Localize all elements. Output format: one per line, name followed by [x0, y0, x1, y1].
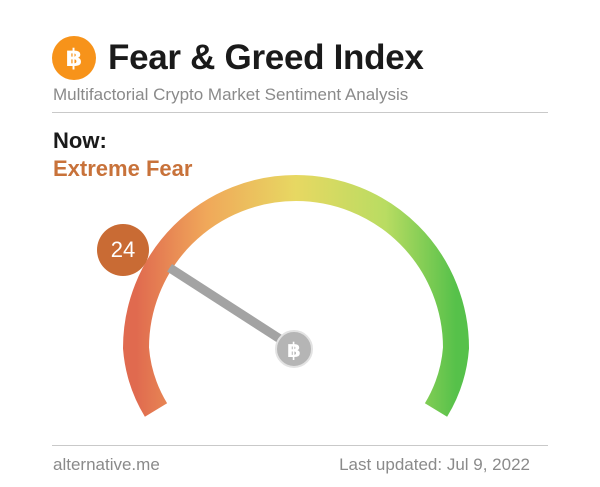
bitcoin-icon: ฿	[287, 338, 301, 362]
gauge-arc	[122, 175, 470, 417]
now-label: Now:	[53, 128, 107, 153]
page-subtitle: Multifactorial Crypto Market Sentiment A…	[53, 85, 409, 104]
footer-divider	[52, 445, 548, 446]
header-row: ฿ Fear & Greed Index	[52, 36, 424, 80]
sentiment-classification: Extreme Fear	[53, 156, 193, 181]
bitcoin-logo-icon: ฿	[52, 36, 96, 80]
source-link[interactable]: alternative.me	[53, 455, 160, 474]
last-updated: Last updated: Jul 9, 2022	[339, 455, 530, 474]
index-value-badge: 24	[97, 224, 149, 276]
gauge-needle	[167, 264, 297, 352]
header-divider	[52, 112, 548, 113]
page-title: Fear & Greed Index	[108, 38, 424, 77]
gauge-hub	[275, 330, 313, 368]
